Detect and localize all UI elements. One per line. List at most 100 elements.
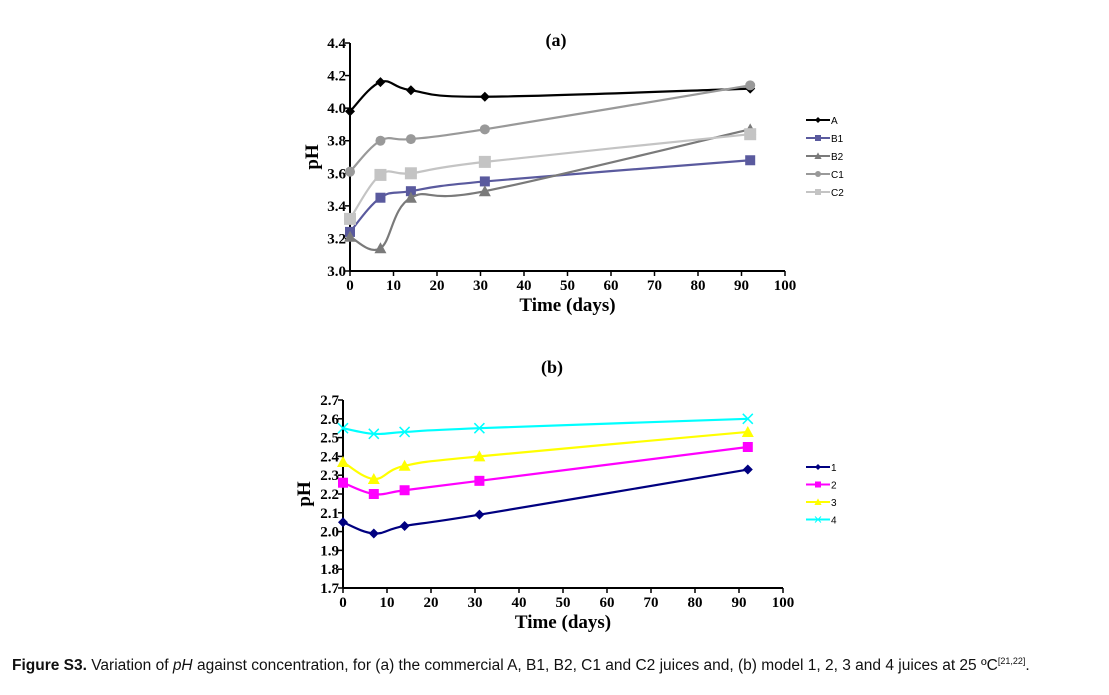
legend-label: A xyxy=(831,116,838,127)
x-tick-label: 40 xyxy=(517,278,532,294)
data-point xyxy=(473,450,486,462)
figure-caption: Figure S3. Variation of pH against conce… xyxy=(12,651,1102,676)
caption-text-2: against concentration, for (a) the comme… xyxy=(192,657,998,675)
data-point xyxy=(404,191,417,203)
legend-marker-shape xyxy=(815,464,821,470)
data-point xyxy=(368,489,379,499)
x-tick-label: 100 xyxy=(772,595,795,611)
x-tick-label: 60 xyxy=(604,278,619,294)
x-tick-label: 90 xyxy=(732,595,747,611)
chart-b: (b) 1.7 1.8 1.9 2.0 2.1 2.2 2.3 2.4 2.5 2.6 2.7 0 10 2… xyxy=(294,357,837,633)
x-axis-title: Time (days) xyxy=(519,295,615,316)
legend-marker-shape xyxy=(814,498,822,505)
x-tick-label: 60 xyxy=(600,595,615,611)
data-point xyxy=(405,186,416,197)
data-point xyxy=(345,106,355,117)
x-tick-label: 30 xyxy=(473,278,488,294)
legend-marker xyxy=(815,189,821,195)
data-point xyxy=(479,176,490,187)
x-tick-label: 0 xyxy=(346,278,354,294)
legend-marker xyxy=(815,117,821,123)
legend-marker xyxy=(815,481,821,488)
legend-item: 3 xyxy=(806,498,837,509)
x-tick-label: 20 xyxy=(430,278,445,294)
legend-item: 4 xyxy=(806,516,837,527)
series-line xyxy=(349,84,751,173)
data-point xyxy=(478,185,491,197)
data-point xyxy=(367,472,380,484)
y-tick-label: 3.6 xyxy=(327,166,346,182)
x-tick-label: 80 xyxy=(688,595,703,611)
x-tick-label: 20 xyxy=(424,595,439,611)
legend-label: C1 xyxy=(831,170,844,181)
legend-marker-shape xyxy=(815,481,821,488)
x-tick-label: 80 xyxy=(691,278,706,294)
y-tick-label: 2.4 xyxy=(320,449,339,465)
series-c1 xyxy=(345,80,756,177)
data-point xyxy=(745,155,756,166)
legend-item: B2 xyxy=(806,152,844,163)
y-tick-label: 3.2 xyxy=(327,231,346,247)
legend-item: B1 xyxy=(806,134,844,145)
legend-label: 3 xyxy=(831,498,837,509)
legend-label: 4 xyxy=(831,516,837,527)
data-point xyxy=(399,426,411,438)
legend-marker-shape xyxy=(815,189,821,195)
chart-title: (a) xyxy=(546,30,567,51)
series-b2 xyxy=(344,123,757,254)
legend-marker xyxy=(814,516,822,523)
data-point xyxy=(473,422,485,434)
y-axis-title: pH xyxy=(302,144,323,170)
y-tick-label: 3.4 xyxy=(327,199,346,215)
y-tick-label: 2.2 xyxy=(320,487,339,503)
series-4 xyxy=(337,413,754,440)
caption-label: Figure S3. xyxy=(12,657,87,675)
legend-marker-shape xyxy=(814,152,822,159)
x-tick-label: 50 xyxy=(560,278,575,294)
data-point xyxy=(479,124,490,135)
legend-label: C2 xyxy=(831,188,844,199)
legend-marker-shape xyxy=(815,135,821,141)
legend-marker xyxy=(815,464,821,470)
caption-text-1: Variation of xyxy=(86,657,173,675)
data-point xyxy=(368,528,379,539)
y-tick-label: 1.7 xyxy=(320,581,339,597)
data-point xyxy=(398,459,411,471)
legend-label: 1 xyxy=(831,463,837,474)
data-point xyxy=(741,425,754,437)
data-point xyxy=(478,155,491,168)
y-tick-label: 4.2 xyxy=(327,69,346,85)
legend-item: C1 xyxy=(806,170,844,181)
y-tick-label: 2.5 xyxy=(320,431,339,447)
x-tick-label: 50 xyxy=(556,595,571,611)
legend-label: 2 xyxy=(831,481,837,492)
x-tick-label: 30 xyxy=(468,595,483,611)
data-point xyxy=(368,428,380,440)
data-point xyxy=(742,442,753,452)
y-tick-label: 4.0 xyxy=(327,101,346,117)
y-tick-label: 3.0 xyxy=(327,264,346,280)
x-tick-label: 10 xyxy=(380,595,395,611)
data-point xyxy=(344,212,356,225)
y-tick-label: 2.7 xyxy=(320,393,339,409)
data-point xyxy=(405,134,416,145)
y-tick-label: 2.1 xyxy=(320,506,339,522)
legend-marker-shape xyxy=(815,117,821,123)
series-a xyxy=(345,77,756,117)
data-point xyxy=(344,230,356,242)
figure: (a)3.03.23.43.63.84.04.24.40 10 20 30 40 50 60… xyxy=(294,30,844,633)
data-point xyxy=(745,80,756,91)
data-point xyxy=(744,128,757,141)
data-point xyxy=(345,166,355,177)
caption-italic: pH xyxy=(172,657,193,675)
y-tick-label: 1.9 xyxy=(320,543,339,559)
legend-marker xyxy=(814,498,822,505)
data-point xyxy=(474,509,485,520)
legend-marker xyxy=(814,152,822,159)
caption-end: . xyxy=(1025,657,1030,675)
legend-label: B1 xyxy=(831,134,844,145)
data-point xyxy=(404,167,417,180)
caption-refs: [21,22] xyxy=(997,656,1026,666)
legend-item: 2 xyxy=(806,481,837,492)
chart-a: (a) 3.0 3.2 3.4 3.6 3.8 4.0 4.2 4.4 0 10 20 30 40 50 60… xyxy=(302,30,844,316)
